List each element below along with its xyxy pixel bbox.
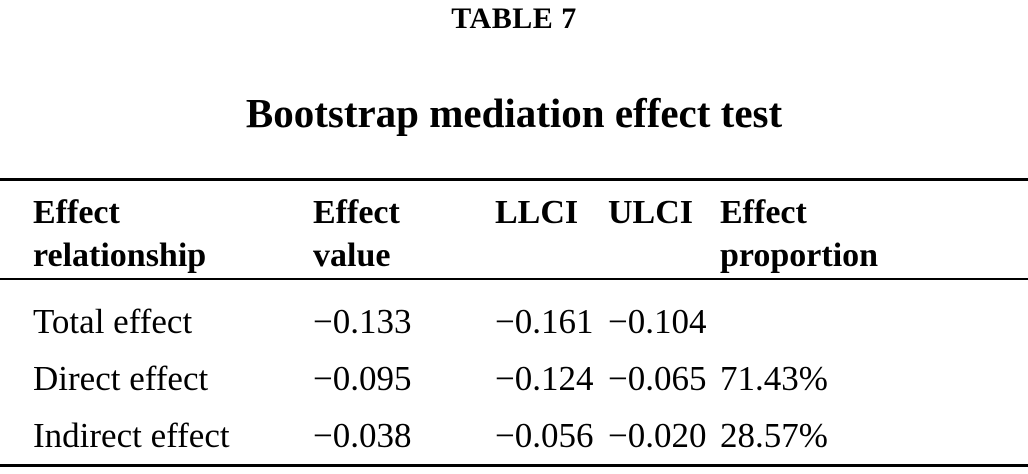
cell-proportion: 28.57%	[720, 415, 828, 455]
table-number: TABLE 7	[451, 2, 577, 35]
column-header-llci: LLCI	[495, 194, 579, 231]
cell-ulci: −0.065	[608, 358, 707, 398]
table-title: Bootstrap mediation effect test	[245, 90, 783, 136]
bootstrap-mediation-table: Effect relationship Effect value LLCI UL…	[0, 178, 1028, 467]
table-body: Total effect −0.133 −0.161 −0.104 Direct…	[0, 280, 1028, 464]
cell-effect-value: −0.133	[313, 301, 412, 341]
cell-llci: −0.124	[495, 358, 594, 398]
cell-ulci: −0.104	[608, 301, 707, 341]
table-row: Direct effect −0.095 −0.124 −0.065 71.43…	[0, 350, 1028, 407]
column-header-ulci: ULCI	[608, 194, 694, 231]
table-row: Total effect −0.133 −0.161 −0.104	[0, 293, 1028, 350]
cell-proportion: 71.43%	[720, 358, 828, 398]
cell-effect-value: −0.095	[313, 358, 412, 398]
cell-ulci: −0.020	[608, 415, 707, 455]
cell-relationship: Total effect	[33, 301, 193, 341]
table-row: Indirect effect −0.038 −0.056 −0.020 28.…	[0, 407, 1028, 464]
cell-relationship: Indirect effect	[33, 415, 230, 455]
cell-llci: −0.161	[495, 301, 594, 341]
cell-effect-value: −0.038	[313, 415, 412, 455]
cell-relationship: Direct effect	[33, 358, 209, 398]
column-header-effect-value: Effect value	[313, 194, 400, 274]
table-header-row: Effect relationship Effect value LLCI UL…	[0, 181, 1028, 280]
column-header-effect-proportion: Effect proportion	[720, 194, 879, 274]
cell-llci: −0.056	[495, 415, 594, 455]
column-header-effect-relationship: Effect relationship	[33, 194, 207, 274]
